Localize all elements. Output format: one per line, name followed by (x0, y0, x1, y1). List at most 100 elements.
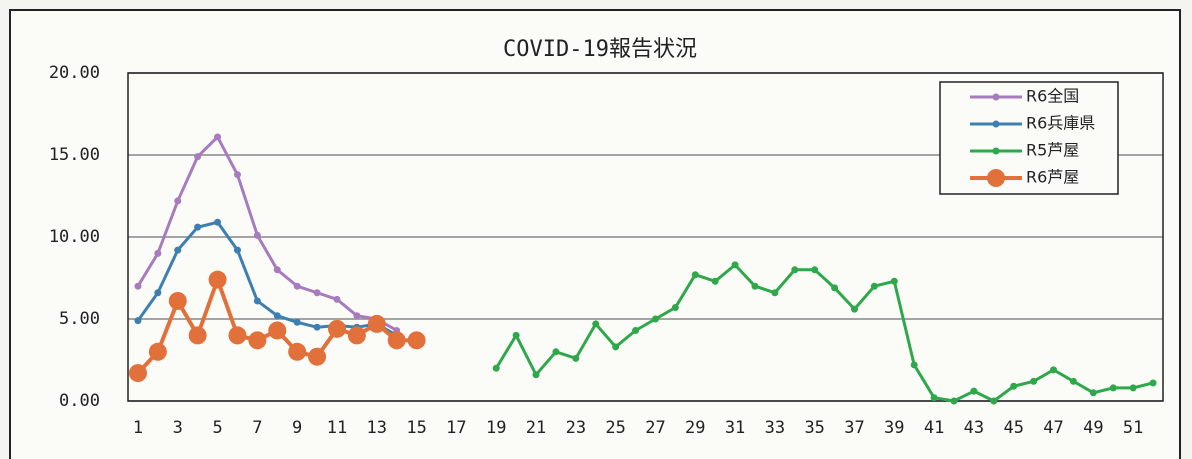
data-point (174, 246, 182, 254)
data-point (313, 323, 321, 331)
data-point (950, 397, 958, 405)
data-point (1050, 366, 1058, 374)
data-point (632, 326, 640, 334)
data-point (313, 289, 321, 297)
data-point (1109, 384, 1117, 392)
data-point (293, 318, 301, 326)
data-point (970, 387, 978, 395)
data-point (1010, 382, 1018, 390)
legend-marker (987, 169, 1005, 187)
x-tick-label: 19 (486, 418, 506, 438)
data-point (1129, 384, 1137, 392)
data-point (154, 289, 162, 297)
data-point (512, 331, 520, 339)
data-point (128, 364, 147, 383)
y-tick-label: 10.00 (49, 227, 100, 247)
x-tick-label: 47 (1043, 418, 1063, 438)
data-point (214, 218, 222, 226)
legend-label: R6全国 (1026, 87, 1079, 106)
data-point (831, 284, 839, 292)
data-point (492, 364, 500, 372)
y-tick-label: 5.00 (59, 309, 100, 329)
data-point (691, 271, 699, 279)
legend-label: R6芦屋 (1026, 168, 1079, 187)
data-point (248, 331, 267, 350)
data-point (612, 343, 620, 351)
x-tick-label: 5 (212, 418, 222, 438)
data-point (811, 266, 819, 274)
data-point (268, 321, 287, 340)
y-tick-label: 15.00 (49, 145, 100, 165)
data-point (214, 133, 222, 141)
data-point (233, 171, 241, 179)
x-tick-label: 35 (804, 418, 824, 438)
data-point (273, 312, 281, 320)
x-tick-label: 9 (292, 418, 302, 438)
data-point (367, 314, 386, 333)
data-point (293, 282, 301, 290)
x-tick-label: 21 (526, 418, 546, 438)
data-point (671, 304, 679, 312)
x-tick-label: 27 (645, 418, 665, 438)
data-point (134, 282, 142, 290)
data-point (288, 342, 307, 361)
data-point (651, 315, 659, 323)
data-point (791, 266, 799, 274)
x-tick-label: 13 (367, 418, 387, 438)
x-tick-label: 29 (685, 418, 705, 438)
data-point (990, 397, 998, 405)
data-point (387, 331, 406, 350)
legend-box (939, 81, 1119, 195)
data-point (194, 153, 202, 161)
data-point (1030, 377, 1038, 385)
data-point (532, 371, 540, 379)
data-point (154, 249, 162, 257)
x-tick-label: 51 (1123, 418, 1143, 438)
data-point (208, 270, 227, 289)
data-point (353, 312, 361, 320)
data-point (273, 266, 281, 274)
data-point (1069, 377, 1077, 385)
data-point (194, 223, 202, 231)
data-point (253, 231, 261, 239)
legend-marker (992, 93, 1000, 101)
x-tick-label: 25 (605, 418, 625, 438)
data-point (168, 291, 187, 310)
x-tick-label: 49 (1083, 418, 1103, 438)
data-point (1149, 379, 1157, 387)
data-point (592, 320, 600, 328)
x-tick-label: 37 (844, 418, 864, 438)
data-point (333, 295, 341, 303)
x-tick-label: 39 (884, 418, 904, 438)
data-point (771, 289, 779, 297)
x-tick-label: 23 (566, 418, 586, 438)
data-point (407, 331, 426, 350)
x-tick-label: 1 (133, 418, 143, 438)
data-point (850, 305, 858, 313)
data-point (347, 326, 366, 345)
data-point (731, 261, 739, 269)
chart-title: COVID-19報告状況 (503, 37, 697, 62)
x-tick-label: 41 (924, 418, 944, 438)
y-tick-label: 0.00 (59, 391, 100, 411)
legend-marker (992, 120, 1000, 128)
legend-label: R5芦屋 (1026, 141, 1079, 160)
data-point (910, 361, 918, 369)
data-point (572, 354, 580, 362)
plot-area (127, 72, 1164, 402)
x-tick-label: 3 (173, 418, 183, 438)
x-tick-label: 43 (964, 418, 984, 438)
data-point (148, 342, 167, 361)
data-point (751, 282, 759, 290)
data-point (134, 317, 142, 325)
data-point (890, 277, 898, 285)
data-point (870, 282, 878, 290)
data-point (711, 277, 719, 285)
y-tick-label: 20.00 (49, 63, 100, 83)
data-point (327, 319, 346, 338)
series-line (494, 262, 1154, 403)
x-tick-label: 17 (446, 418, 466, 438)
legend-marker (992, 147, 1000, 155)
data-point (1089, 389, 1097, 397)
